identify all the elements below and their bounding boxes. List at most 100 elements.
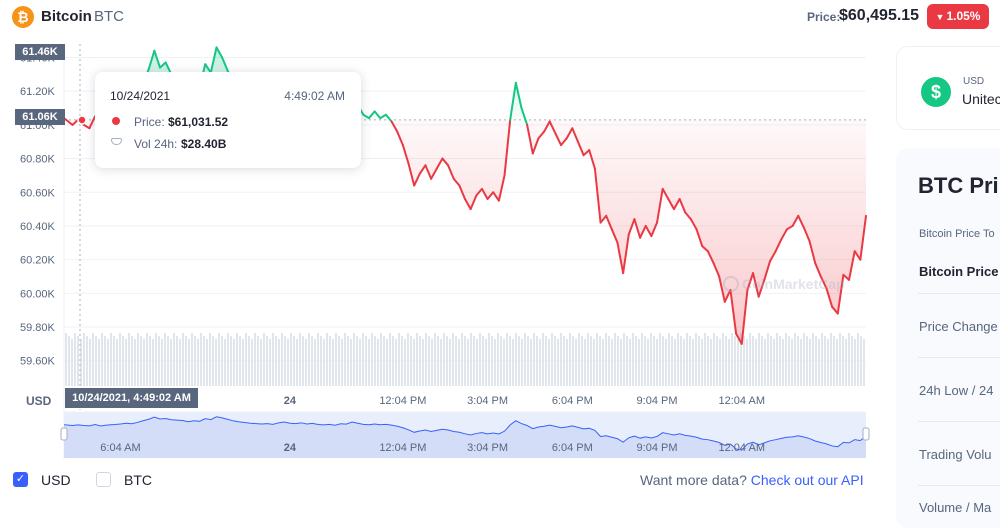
volume-bar bbox=[413, 339, 415, 386]
volume-bar bbox=[188, 339, 190, 386]
volume-bar bbox=[182, 333, 184, 386]
volume-bar bbox=[581, 336, 583, 386]
y-tick-label: 60.80K bbox=[20, 154, 56, 166]
price-line-segment bbox=[458, 184, 466, 200]
price-line-segment bbox=[752, 272, 760, 298]
volume-icon bbox=[111, 138, 122, 145]
price-line-segment bbox=[554, 132, 563, 147]
volume-bar bbox=[689, 336, 691, 386]
price-line-segment bbox=[63, 117, 74, 126]
volume-bar bbox=[533, 333, 535, 386]
volume-bar bbox=[659, 333, 661, 386]
navigator-left-handle[interactable] bbox=[60, 427, 68, 441]
navigator-tick-label: 9:04 PM bbox=[637, 442, 678, 454]
price-line-segment bbox=[661, 187, 670, 200]
volume-bar bbox=[245, 333, 247, 386]
volume-bar bbox=[161, 339, 163, 386]
price-line-segment bbox=[740, 288, 749, 345]
api-link[interactable]: Check out our API bbox=[750, 472, 864, 488]
volume-bar bbox=[116, 339, 118, 386]
volume-bar bbox=[470, 333, 472, 386]
volume-bar bbox=[110, 333, 112, 386]
volume-bar bbox=[551, 333, 553, 386]
price-line-segment bbox=[464, 197, 472, 211]
volume-bar bbox=[248, 336, 250, 386]
volume-bar bbox=[794, 333, 796, 386]
price-line-segment bbox=[565, 127, 574, 140]
price-line-segment bbox=[853, 250, 862, 261]
volume-bar bbox=[437, 336, 439, 386]
volume-bar bbox=[314, 339, 316, 386]
price-line-segment bbox=[836, 273, 845, 315]
volume-bar bbox=[596, 333, 598, 386]
volume-bar bbox=[728, 339, 730, 386]
usd-checkbox-label[interactable]: USD bbox=[41, 472, 71, 488]
usd-checkbox[interactable]: ✓ bbox=[13, 472, 28, 487]
volume-bar bbox=[164, 333, 166, 386]
price-line-segment bbox=[593, 167, 602, 224]
price-change-badge: ▼ 1.05% bbox=[927, 4, 989, 29]
navigator-tick-label: 24 bbox=[284, 442, 297, 454]
volume-bar bbox=[266, 336, 268, 386]
price-line-segment bbox=[729, 288, 738, 335]
volume-bar bbox=[128, 333, 130, 386]
volume-bar bbox=[422, 339, 424, 386]
price-line-segment bbox=[667, 197, 675, 211]
volume-bar bbox=[479, 333, 481, 386]
volume-bar bbox=[122, 336, 124, 386]
volume-bar bbox=[464, 336, 466, 386]
navigator-area bbox=[64, 416, 866, 458]
price-line-segment bbox=[718, 275, 726, 303]
volume-bar bbox=[440, 339, 442, 386]
price-line-segment bbox=[656, 187, 664, 224]
volume-bar bbox=[518, 336, 520, 386]
volume-bar bbox=[383, 336, 385, 386]
volume-bar bbox=[338, 336, 340, 386]
currency-code: USD bbox=[963, 76, 985, 87]
volume-bar bbox=[446, 336, 448, 386]
volume-bar bbox=[737, 339, 739, 386]
volume-bar bbox=[800, 339, 802, 386]
volume-bar bbox=[419, 336, 421, 386]
volume-bar bbox=[563, 336, 565, 386]
price-line-segment bbox=[599, 214, 608, 224]
volume-bar bbox=[77, 336, 79, 386]
price-line-segment bbox=[712, 262, 721, 278]
volume-bar bbox=[833, 336, 835, 386]
price-line-segment bbox=[560, 137, 568, 147]
volume-bar bbox=[347, 336, 349, 386]
navigator-right-handle[interactable] bbox=[862, 427, 870, 441]
btc-checkbox[interactable] bbox=[96, 472, 111, 487]
volume-bar bbox=[290, 333, 292, 386]
btc-checkbox-label[interactable]: BTC bbox=[124, 472, 152, 488]
volume-bar bbox=[788, 336, 790, 386]
price-line-segment bbox=[147, 49, 156, 71]
volume-bar bbox=[608, 336, 610, 386]
price-line-segment bbox=[153, 49, 162, 69]
volume-bar bbox=[674, 339, 676, 386]
volume-bar bbox=[731, 333, 733, 386]
volume-bar bbox=[272, 333, 274, 386]
volume-bar bbox=[68, 336, 70, 386]
volume-bar bbox=[443, 333, 445, 386]
x-tick-label: 12:04 AM bbox=[719, 395, 765, 407]
volume-bar bbox=[557, 339, 559, 386]
stat-divider bbox=[918, 357, 1000, 358]
volume-bar bbox=[449, 339, 451, 386]
price-line-segment bbox=[639, 224, 647, 239]
x-tick-label: 24 bbox=[284, 395, 297, 407]
volume-bar bbox=[428, 336, 430, 386]
price-line-segment bbox=[447, 164, 455, 180]
volume-bar bbox=[284, 336, 286, 386]
navigator-tick-label: 12:04 PM bbox=[379, 442, 426, 454]
price-line-segment bbox=[848, 250, 856, 281]
price-line-segment bbox=[746, 272, 755, 291]
volume-bar bbox=[848, 333, 850, 386]
volume-bar bbox=[359, 339, 361, 386]
price-value: $60,495.15 bbox=[839, 7, 920, 24]
stat-divider bbox=[918, 485, 1000, 486]
bitcoin-logo-icon: ₿ bbox=[12, 6, 34, 28]
price-line-segment bbox=[367, 110, 376, 120]
volume-bar bbox=[356, 336, 358, 386]
volume-bar bbox=[482, 336, 484, 386]
